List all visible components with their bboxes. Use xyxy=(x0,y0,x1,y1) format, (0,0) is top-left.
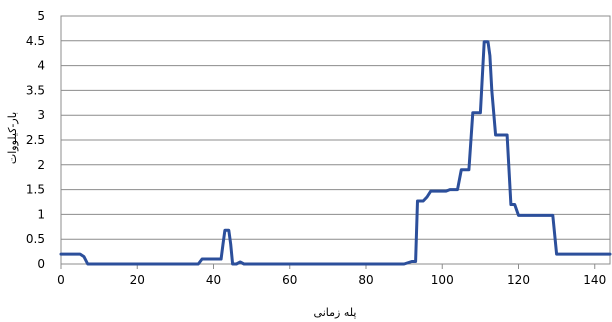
x-tick-label: 120 xyxy=(507,273,530,287)
y-tick-label: 1 xyxy=(37,207,45,221)
y-tick-label: 4.5 xyxy=(26,34,45,48)
x-axis-title: پله زمانی xyxy=(314,306,357,319)
y-tick-label: 0.5 xyxy=(26,232,45,246)
y-axis-title: بار-کیلووات xyxy=(6,112,19,164)
y-tick-label: 4 xyxy=(37,59,45,73)
y-tick-label: 0 xyxy=(37,257,45,271)
x-tick-label: 40 xyxy=(206,273,221,287)
series xyxy=(59,40,612,266)
y-tick-label: 2.5 xyxy=(26,133,45,147)
x-tick-label: 100 xyxy=(431,273,454,287)
y-tick-label: 5 xyxy=(37,9,45,23)
y-tick-labels: 0 0.5 1 1.5 2 2.5 3 3.5 4 4.5 5 xyxy=(26,9,45,271)
series-line-1 xyxy=(59,40,612,266)
x-tick-label: 60 xyxy=(282,273,297,287)
x-tick-label: 20 xyxy=(130,273,145,287)
x-tick-label: 140 xyxy=(583,273,606,287)
x-tick-labels: 0 20 40 60 80 100 120 140 xyxy=(57,273,606,287)
x-tick-label: 80 xyxy=(358,273,373,287)
y-tick-label: 3 xyxy=(37,108,45,122)
x-tick-label: 0 xyxy=(57,273,65,287)
y-tick-label: 1.5 xyxy=(26,183,45,197)
y-tick-label: 3.5 xyxy=(26,83,45,97)
y-tick-label: 2 xyxy=(37,158,45,172)
grid xyxy=(60,15,611,269)
